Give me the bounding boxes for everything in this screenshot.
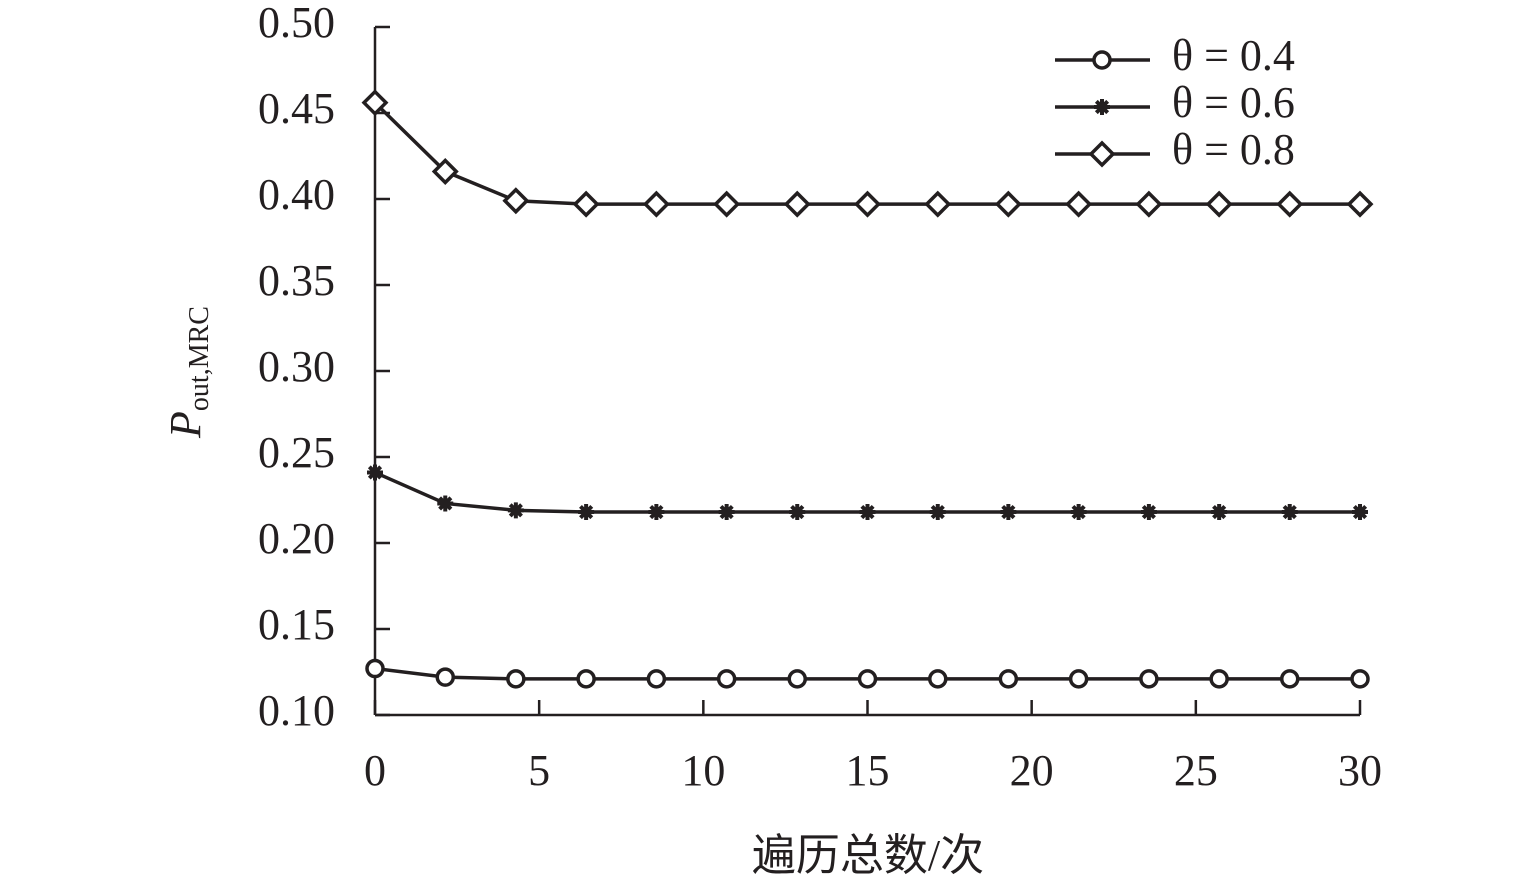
y-tick-label: 0.35 bbox=[258, 256, 335, 305]
marker bbox=[994, 190, 1022, 218]
marker bbox=[854, 190, 881, 218]
marker bbox=[648, 504, 665, 521]
marker bbox=[1139, 669, 1159, 689]
marker bbox=[367, 464, 383, 481]
x-tick-label: 0 bbox=[364, 746, 386, 795]
marker bbox=[998, 669, 1019, 689]
y-tick-label: 0.50 bbox=[258, 0, 335, 47]
x-tick-label: 25 bbox=[1174, 746, 1218, 795]
marker bbox=[437, 495, 454, 512]
marker bbox=[859, 504, 876, 521]
marker bbox=[713, 190, 741, 218]
x-tick-label: 15 bbox=[846, 746, 890, 795]
legend-marker bbox=[1092, 50, 1112, 70]
marker bbox=[1209, 669, 1229, 689]
marker bbox=[576, 669, 596, 689]
x-tick-label: 10 bbox=[681, 746, 725, 795]
legend-label: θ = 0.4 bbox=[1172, 31, 1295, 80]
y-tick-label: 0.30 bbox=[258, 342, 335, 391]
marker bbox=[1276, 190, 1304, 218]
legend-label: θ = 0.6 bbox=[1172, 78, 1295, 127]
y-axis-label-main: P bbox=[161, 411, 210, 439]
legend-marker bbox=[1088, 140, 1116, 168]
marker bbox=[929, 504, 946, 521]
marker bbox=[783, 190, 811, 218]
marker bbox=[1352, 504, 1368, 521]
x-tick-label: 5 bbox=[528, 746, 550, 795]
y-axis-label: Pout,MRC bbox=[161, 306, 215, 439]
marker bbox=[361, 89, 389, 117]
marker bbox=[857, 669, 878, 689]
marker bbox=[1068, 669, 1089, 689]
marker bbox=[365, 658, 385, 679]
x-tick-label: 20 bbox=[1010, 746, 1054, 795]
marker bbox=[787, 669, 807, 689]
y-tick-label: 0.25 bbox=[258, 428, 335, 477]
marker bbox=[1346, 190, 1374, 218]
marker bbox=[716, 669, 737, 689]
marker bbox=[1135, 190, 1163, 218]
marker bbox=[1070, 504, 1087, 521]
marker bbox=[1279, 669, 1300, 689]
x-tick-label: 30 bbox=[1338, 746, 1382, 795]
y-tick-label: 0.45 bbox=[258, 84, 335, 133]
legend-label: θ = 0.8 bbox=[1172, 125, 1295, 174]
marker bbox=[1205, 190, 1233, 218]
legend-marker bbox=[1094, 99, 1110, 115]
marker bbox=[506, 669, 526, 689]
y-tick-label: 0.10 bbox=[258, 686, 335, 735]
marker bbox=[507, 502, 524, 519]
marker bbox=[1140, 504, 1157, 521]
x-axis-label: 遍历总数/次 bbox=[752, 831, 984, 880]
marker bbox=[1000, 504, 1017, 521]
marker bbox=[646, 669, 667, 689]
y-tick-label: 0.20 bbox=[258, 514, 335, 563]
marker bbox=[435, 667, 456, 687]
marker bbox=[928, 669, 948, 689]
marker bbox=[1211, 504, 1228, 521]
marker bbox=[718, 504, 735, 521]
marker bbox=[1350, 669, 1370, 689]
marker bbox=[789, 504, 806, 521]
y-tick-label: 0.15 bbox=[258, 600, 335, 649]
marker bbox=[502, 187, 530, 215]
y-axis-label-sub: out,MRC bbox=[184, 306, 215, 411]
marker bbox=[642, 190, 670, 218]
marker bbox=[431, 158, 459, 185]
marker bbox=[924, 190, 952, 218]
marker bbox=[1281, 504, 1298, 521]
marker bbox=[1065, 190, 1093, 218]
y-tick-label: 0.40 bbox=[258, 170, 335, 219]
marker bbox=[572, 190, 600, 218]
marker bbox=[578, 504, 595, 521]
